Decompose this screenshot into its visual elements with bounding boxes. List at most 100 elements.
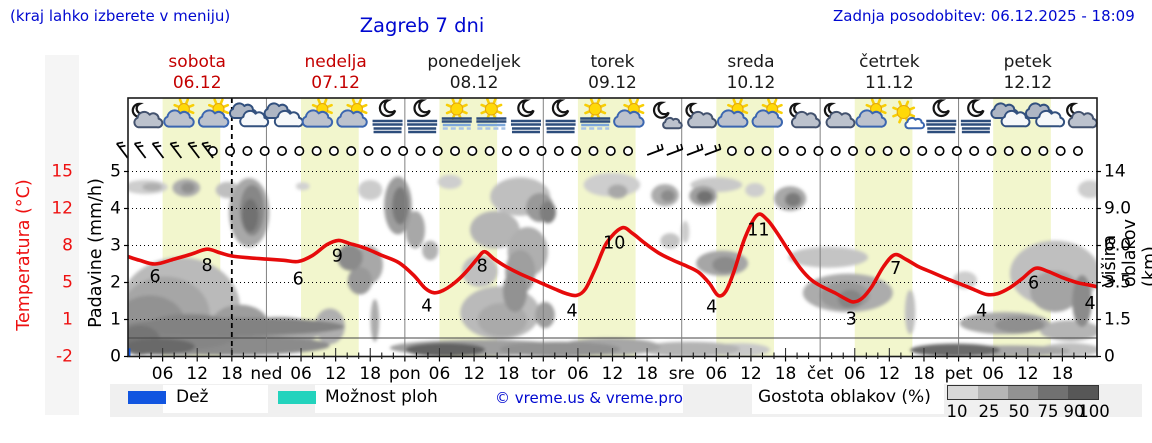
calm-wind-icon	[328, 146, 339, 157]
calm-wind-icon	[865, 146, 876, 157]
calm-wind-icon	[277, 146, 288, 157]
svg-text:06: 06	[982, 364, 1004, 384]
svg-text:12: 12	[602, 364, 624, 384]
calm-wind-icon	[796, 146, 807, 157]
calm-wind-icon	[432, 146, 443, 157]
svg-text:9: 9	[332, 247, 343, 267]
svg-text:18: 18	[636, 364, 658, 384]
svg-text:6: 6	[150, 267, 161, 287]
wind-barb-icon	[151, 141, 165, 159]
svg-text:-2: -2	[56, 347, 73, 367]
density-segment	[1038, 386, 1068, 399]
calm-wind-icon	[311, 146, 322, 157]
svg-text:06: 06	[844, 364, 866, 384]
svg-text:čet: čet	[807, 364, 834, 384]
svg-text:3: 3	[846, 310, 857, 330]
calm-wind-icon	[830, 146, 841, 157]
moon-fog-icon	[407, 99, 438, 134]
svg-text:4: 4	[110, 199, 121, 219]
density-tick-label: 90	[1063, 402, 1085, 421]
density-label-box	[752, 384, 944, 414]
calm-wind-icon	[380, 146, 391, 157]
sun-cloud-icon	[751, 98, 784, 128]
day-date: 11.12	[865, 73, 914, 94]
cloudy-icon	[263, 102, 304, 128]
svg-text:18: 18	[359, 364, 381, 384]
x-axis-labels: 06 12 18 ned 06 12 18 pon 06 12 18 tor 06 12 18 sre 06 12…	[152, 364, 1073, 384]
calm-wind-icon	[761, 146, 772, 157]
calm-wind-icon	[899, 146, 910, 157]
svg-text:18: 18	[221, 364, 243, 384]
calm-wind-icon	[294, 146, 305, 157]
day-date: 08.12	[449, 73, 499, 94]
svg-text:12: 12	[463, 364, 485, 384]
cloudy-icon	[229, 102, 270, 128]
calm-wind-icon	[571, 146, 582, 157]
svg-text:sre: sre	[669, 364, 695, 384]
svg-text:06: 06	[706, 364, 728, 384]
y-axis-tick-labels: -2 0 01 1 1.55 2 3.58 3 6.012 4 9.015 5 14	[51, 162, 1131, 367]
sun-cloud-icon	[301, 98, 334, 128]
sun-cloud-small-icon	[892, 100, 925, 130]
wind-barb-icon	[201, 141, 214, 159]
svg-text:10: 10	[603, 234, 625, 254]
svg-text:4: 4	[567, 302, 578, 322]
day-name: četrtek	[859, 52, 920, 72]
svg-text:9.0: 9.0	[1104, 199, 1131, 219]
svg-text:12: 12	[740, 364, 762, 384]
svg-text:1: 1	[62, 310, 73, 330]
sun-cloud-icon	[197, 98, 230, 128]
day-date: 07.12	[311, 73, 360, 94]
copyright: © vreme.us & vreme.pro	[495, 389, 683, 407]
calm-wind-icon	[1021, 146, 1032, 157]
calm-wind-icon	[1038, 146, 1049, 157]
rain-legend-label: Dež	[176, 387, 209, 407]
day-name: nedelja	[304, 52, 367, 72]
moon-cloud-icon	[789, 102, 821, 129]
svg-text:06: 06	[429, 364, 451, 384]
cloudy-icon	[990, 102, 1031, 128]
density-tick-label: 10	[946, 402, 968, 421]
showers-swatch	[278, 391, 316, 404]
moon-cloud-icon	[131, 102, 164, 129]
svg-text:15: 15	[51, 162, 73, 182]
calm-wind-icon	[415, 146, 426, 157]
day-name: torek	[590, 52, 635, 72]
day-date: 06.12	[172, 73, 222, 94]
moon-cloud-small-icon	[652, 101, 683, 130]
day-date: 10.12	[726, 73, 776, 94]
svg-text:6: 6	[1028, 273, 1039, 293]
calm-wind-icon	[1055, 146, 1066, 157]
density-segment	[1008, 386, 1038, 399]
calm-wind-icon	[726, 146, 737, 157]
day-header-sreda: sreda 10.12	[727, 52, 776, 95]
moon-fog-icon	[372, 99, 403, 134]
left-margin-strip	[45, 55, 79, 415]
calm-wind-icon	[363, 146, 374, 157]
svg-text:12: 12	[325, 364, 347, 384]
wind-barb-icon	[116, 141, 129, 159]
weather-icons-row	[131, 97, 1098, 134]
calm-wind-icon	[519, 146, 530, 157]
day-header-nedelja: nedelja 07.12	[304, 52, 366, 95]
svg-text:7: 7	[890, 259, 901, 279]
moon-fog-icon	[926, 99, 957, 134]
svg-text:2: 2	[110, 273, 121, 293]
calm-wind-icon	[346, 146, 357, 157]
svg-text:18: 18	[498, 364, 520, 384]
wind-barb-icon	[686, 143, 704, 156]
svg-text:18: 18	[775, 364, 797, 384]
showers-legend-label: Možnost ploh	[325, 387, 438, 407]
density-tick-label: 50	[1008, 402, 1030, 421]
sun-cloud-icon	[855, 98, 887, 128]
calm-wind-icon	[813, 146, 824, 157]
svg-text:4: 4	[976, 302, 987, 322]
calm-wind-icon	[536, 146, 547, 157]
day-header-sobota: sobota 06.12	[168, 52, 226, 95]
moon-cloud-icon	[823, 102, 856, 129]
day-name: sreda	[727, 52, 775, 72]
calm-wind-icon	[225, 146, 236, 157]
sun-fog-icon	[476, 97, 507, 130]
svg-text:4: 4	[706, 297, 717, 317]
